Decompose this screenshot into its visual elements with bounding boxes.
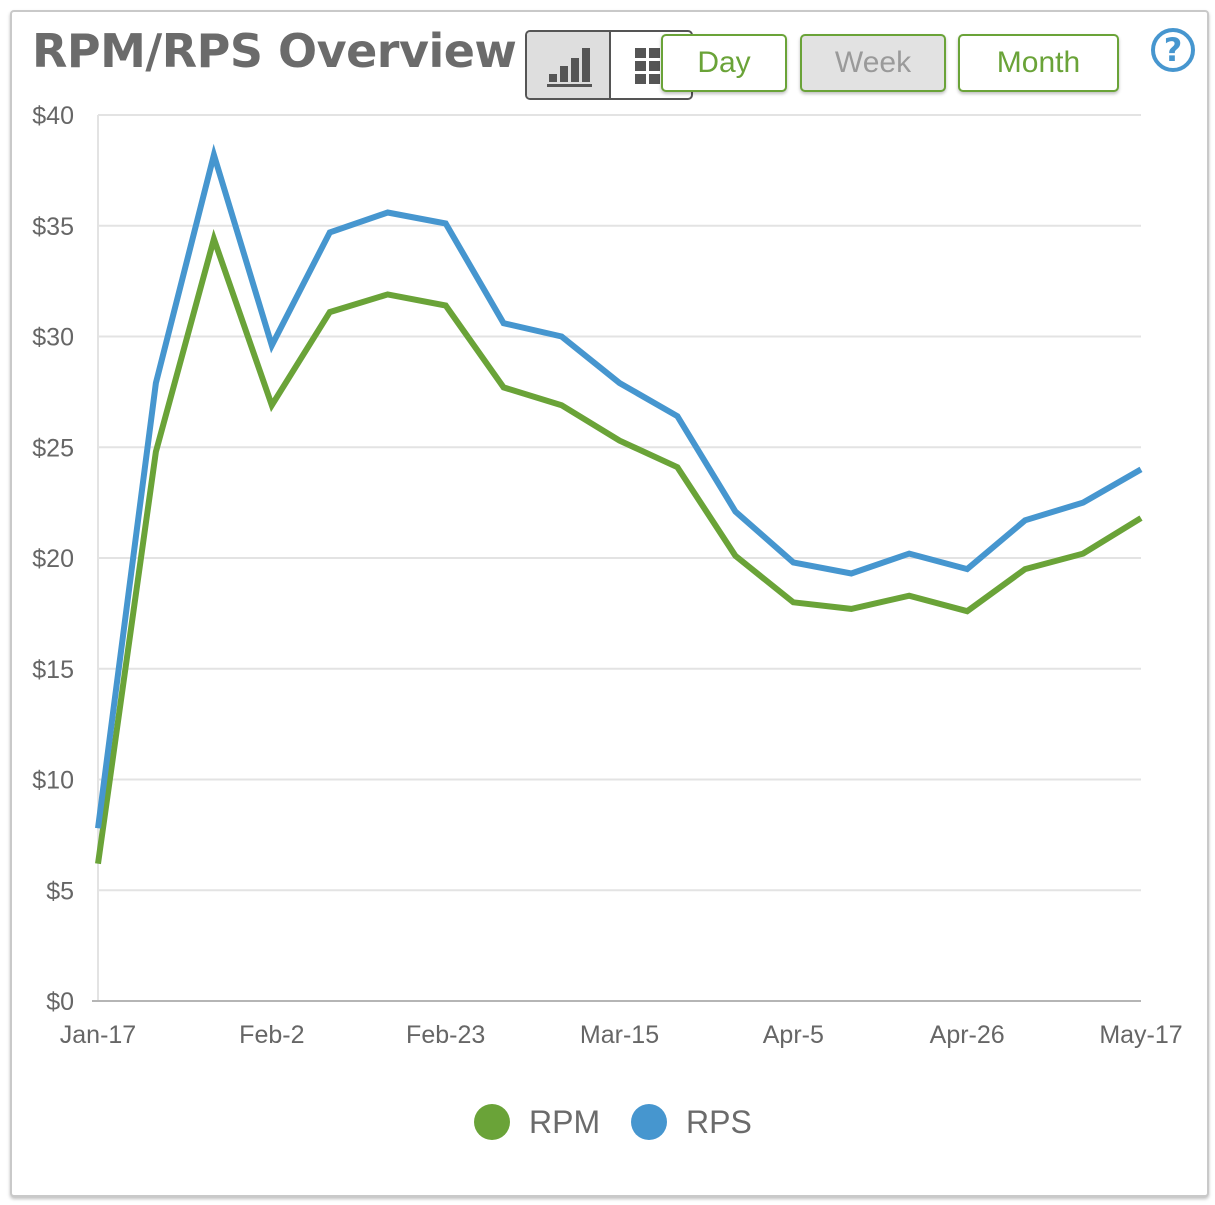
rps-legend-dot (631, 1104, 667, 1140)
rpm-legend-dot (474, 1104, 510, 1140)
y-tick-label: $40 (32, 102, 74, 130)
x-tick-label: Apr-26 (930, 1021, 1005, 1049)
axes: $0 $5 $10 $15 $20 $25 $30 $35 $40 Jan-17 Feb-2 Feb-… (32, 102, 1182, 1049)
x-tick-label: Feb-23 (406, 1021, 485, 1049)
y-tick-label: $5 (46, 877, 74, 905)
rps-legend-label: RPS (686, 1103, 752, 1140)
legend-item-rpm[interactable]: RPM (474, 1100, 600, 1144)
y-tick-label: $35 (32, 213, 74, 241)
bar-chart-icon (547, 48, 592, 87)
grid-icon (635, 48, 660, 84)
y-tick-label: $15 (32, 656, 74, 684)
series-lines (95, 143, 1143, 865)
chart-card (10, 10, 1209, 1197)
y-tick-label: $10 (32, 767, 74, 795)
bar-chart-view-button[interactable] (527, 32, 611, 98)
grid-lines (98, 114, 1141, 892)
series-line-rps[interactable] (95, 143, 1143, 829)
y-tick-label: $20 (32, 545, 74, 573)
week-range-button[interactable]: Week (800, 34, 946, 92)
x-tick-label: Jan-17 (60, 1021, 136, 1049)
month-range-button[interactable]: Month (958, 34, 1119, 92)
y-tick-label: $25 (32, 434, 74, 462)
x-tick-label: May-17 (1099, 1021, 1182, 1049)
y-tick-label: $30 (32, 324, 74, 352)
day-range-button[interactable]: Day (661, 34, 787, 92)
legend-item-rps[interactable]: RPS (631, 1100, 752, 1144)
x-tick-label: Apr-5 (763, 1021, 824, 1049)
x-tick-label: Mar-15 (580, 1021, 659, 1049)
grid-view-button[interactable] (611, 32, 691, 98)
chart-title: RPM/RPS Overview (32, 24, 517, 78)
rpm-legend-label: RPM (529, 1103, 601, 1140)
series-line-rpm[interactable] (95, 228, 1143, 865)
y-tick-label: $0 (46, 988, 74, 1016)
help-icon[interactable]: ? (1151, 28, 1195, 72)
x-tick-label: Feb-2 (239, 1021, 304, 1049)
